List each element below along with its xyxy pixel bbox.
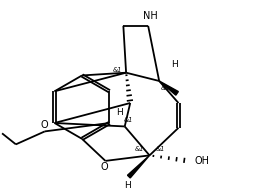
Text: &1: &1 [112,67,122,74]
Text: NH: NH [143,11,157,21]
Text: OH: OH [194,156,209,166]
Text: H: H [171,60,178,69]
Text: &1: &1 [155,146,165,152]
Text: &1: &1 [134,146,144,152]
Polygon shape [127,155,150,178]
Text: O: O [40,120,48,130]
Text: O: O [100,162,108,172]
Text: H: H [116,108,122,117]
Polygon shape [159,81,178,95]
Text: H: H [124,181,131,190]
Text: &1: &1 [161,85,170,91]
Text: &1: &1 [123,117,133,123]
